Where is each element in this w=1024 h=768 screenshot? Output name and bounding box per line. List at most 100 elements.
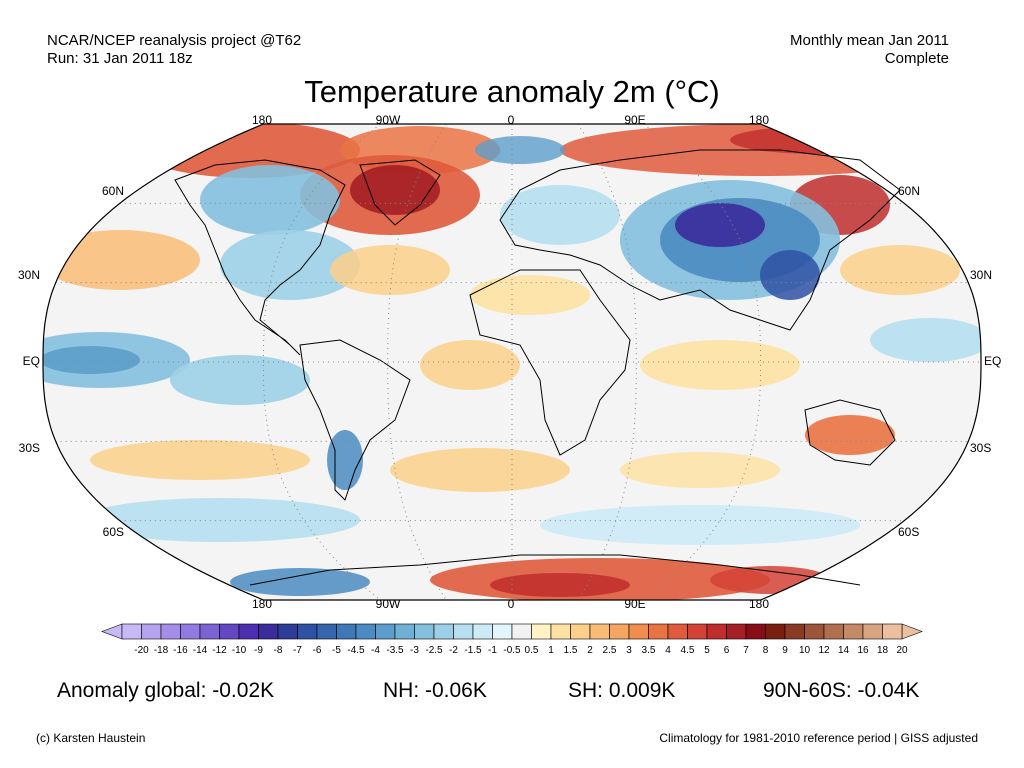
- colorbar-swatch: [862, 623, 883, 640]
- colorbar-swatch: [258, 623, 279, 640]
- anomaly-npac-warm-east: [840, 245, 960, 295]
- colorbar-swatch: [433, 623, 454, 640]
- colorbar-swatch: [180, 623, 201, 640]
- anomaly-sa-cold: [327, 430, 363, 490]
- anomaly-indian-warm: [640, 340, 800, 390]
- lat-label-left: 30S: [18, 441, 40, 455]
- colorbar-labels: -20 -18 -16 -14 -12 -10 -9 -8 -7 -6 -5 -4.5 -4 -3.5 -3…: [134, 645, 908, 656]
- colorbar-swatch: [277, 623, 298, 640]
- anomaly-wpac-cold: [870, 318, 981, 362]
- anomaly-natl-warm: [330, 245, 450, 295]
- colorbar-swatch: [453, 623, 474, 640]
- project-label: NCAR/NCEP reanalysis project @T62: [47, 32, 302, 49]
- graticule-meridian: [262, 123, 381, 601]
- colorbar-swatch: [609, 623, 630, 640]
- colorbar-tick-label: 4.5: [681, 645, 695, 656]
- stat-sh: SH: 0.009K: [568, 679, 676, 702]
- colorbar-swatch: [882, 623, 903, 640]
- anomaly-enso-cold-core: [43, 346, 140, 374]
- lon-label-top: 0: [507, 113, 515, 127]
- colorbar-swatch: [160, 623, 181, 640]
- colorbar-tick-label: 6: [724, 645, 730, 656]
- colorbar-tick-label: -12: [212, 645, 227, 656]
- lon-label-bottom: 0: [507, 597, 515, 611]
- colorbar-tick-label: -4.5: [347, 645, 365, 656]
- colorbar-tick-label: 16: [857, 645, 869, 656]
- colorbar-tick-label: 1.5: [564, 645, 578, 656]
- anomaly-antarctic-warm-east: [710, 566, 830, 594]
- colorbar-swatch: [687, 623, 708, 640]
- colorbar-tick-label: 18: [877, 645, 889, 656]
- colorbar-tick-label: 14: [838, 645, 850, 656]
- colorbar-swatch: [843, 623, 864, 640]
- graticule: [43, 123, 981, 601]
- colorbar-swatch: [316, 623, 337, 640]
- colorbar-tick-label: 5: [704, 645, 710, 656]
- colorbar-swatch: [394, 623, 415, 640]
- colorbar-swatch: [472, 623, 493, 640]
- north-america-outline: [174, 159, 346, 356]
- coastlines: [174, 149, 901, 586]
- anomaly-us-cold: [220, 230, 360, 300]
- lat-label-left: EQ: [22, 354, 40, 368]
- colorbar-tick-label: 2: [587, 645, 593, 656]
- colorbar-swatch: [823, 623, 844, 640]
- lon-label-top: 180: [251, 113, 273, 127]
- colorbar-swatch: [804, 623, 825, 640]
- antarctica-outline: [249, 554, 861, 586]
- anomaly-sind-cold: [540, 505, 860, 545]
- colorbar-tick-label: 9: [782, 645, 788, 656]
- colorbar-swatch: [492, 623, 513, 640]
- africa-outline: [469, 269, 631, 456]
- colorbar-tick-label: 3.5: [642, 645, 656, 656]
- anomaly-antarctic-hot: [490, 573, 630, 597]
- colorbar-tick-label: -14: [193, 645, 208, 656]
- colorbar-swatch: [589, 623, 610, 640]
- colorbar-swatch: [219, 623, 240, 640]
- anomaly-china-cold: [760, 250, 820, 300]
- lon-label-bottom: 180: [748, 597, 770, 611]
- colorbar-swatch: [706, 623, 727, 640]
- colorbar-tick-label: 12: [818, 645, 830, 656]
- south-america-outline: [299, 339, 411, 501]
- colorbar-tick-label: -10: [232, 645, 247, 656]
- anomaly-asia-coldest: [675, 203, 765, 247]
- stat-band: 90N-60S: -0.04K: [763, 679, 920, 702]
- anomaly-greenland-hot: [350, 165, 440, 215]
- colorbar-tick-label: -8: [274, 645, 283, 656]
- map-title: Temperature anomaly 2m (°C): [304, 74, 720, 109]
- colorbar-swatch: [745, 623, 766, 640]
- lat-label-left: 60N: [101, 184, 124, 198]
- globe-outline: [42, 123, 982, 601]
- colorbar-tick-label: 7: [743, 645, 749, 656]
- colorbar-tick-label: -20: [134, 645, 149, 656]
- colorbar-swatches: [101, 623, 923, 640]
- colorbar-tick-label: 4: [665, 645, 671, 656]
- colorbar-tick-label: -2: [449, 645, 458, 656]
- anomaly-antarctic-cold: [230, 568, 370, 596]
- anomaly-europe-cold: [500, 185, 620, 245]
- colorbar-swatch: [511, 623, 532, 640]
- stat-nh: NH: -0.06K: [383, 679, 487, 702]
- greenland-outline: [359, 159, 441, 226]
- colorbar-tick-label: -16: [173, 645, 188, 656]
- colorbar-swatch: [199, 623, 220, 640]
- colorbar-swatch: [726, 623, 747, 640]
- climatology-label: Climatology for 1981-2010 reference peri…: [659, 731, 978, 745]
- colorbar-swatch: [531, 623, 552, 640]
- colorbar-tick-label: -6: [313, 645, 322, 656]
- colorbar-tick-label: 10: [799, 645, 811, 656]
- lon-label-bottom: 90E: [624, 597, 646, 611]
- colorbar-tick-label: -3: [410, 645, 419, 656]
- anomaly-field: [43, 124, 981, 600]
- colorbar-swatch: [784, 623, 805, 640]
- colorbar-tick-label: -4: [371, 645, 380, 656]
- anomaly-scandinavia-cold: [475, 136, 565, 164]
- anomaly-spac-cold: [80, 498, 360, 542]
- colorbar-swatch: [141, 623, 162, 640]
- anomaly-sahara-warm: [470, 275, 590, 315]
- colorbar-tick-label: -1: [488, 645, 497, 656]
- status-label: Complete: [884, 50, 949, 67]
- lon-label-bottom: 180: [251, 597, 273, 611]
- anomaly-epac-cold: [170, 355, 310, 405]
